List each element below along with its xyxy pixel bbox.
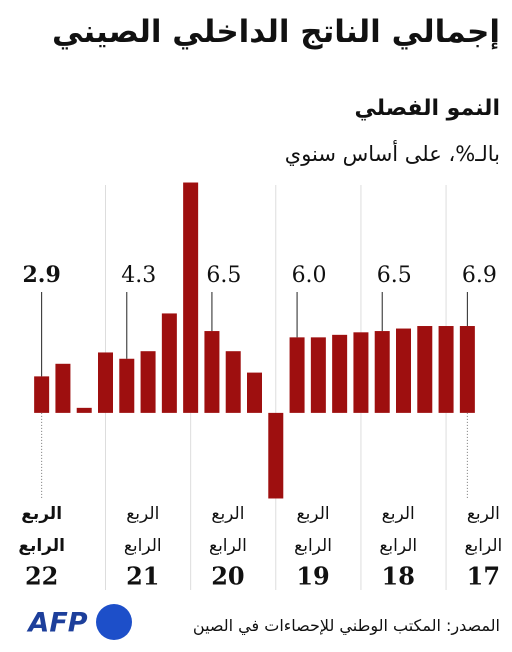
value-label: 6.5 <box>377 263 412 288</box>
x-tick-label: 20 <box>211 562 244 591</box>
value-label: 6.0 <box>292 263 327 288</box>
bar <box>374 331 390 413</box>
logo-circle <box>96 604 132 640</box>
bar <box>417 326 433 413</box>
value-label: 6.5 <box>206 263 241 288</box>
bar <box>459 326 475 413</box>
bar <box>204 331 220 413</box>
quarter-label: الربع <box>211 504 244 524</box>
bar <box>310 337 326 413</box>
x-tick-label: 21 <box>126 562 159 591</box>
quarter-label: الرابع <box>464 536 502 556</box>
bar <box>332 334 348 413</box>
quarter-label: الرابع <box>209 536 247 556</box>
bar <box>225 351 241 413</box>
bar <box>268 412 284 499</box>
bar <box>183 182 199 413</box>
value-label: 2.9 <box>23 262 61 288</box>
bar <box>247 372 262 413</box>
quarter-label: الربع <box>126 504 159 524</box>
bar <box>76 407 92 413</box>
bar <box>55 363 71 413</box>
bar <box>353 332 369 413</box>
value-label: 6.9 <box>462 263 497 288</box>
quarter-label: الربع <box>21 504 62 524</box>
x-tick-label: 22 <box>25 562 58 591</box>
x-tick-label: 19 <box>296 562 329 591</box>
bar <box>438 326 454 413</box>
bar <box>34 376 50 413</box>
quarter-label: الربع <box>382 504 415 524</box>
subtitle: النمو الفصلي <box>354 96 500 121</box>
quarter-label: الرابع <box>294 536 332 556</box>
unit-note: بالـ%، على أساس سنوي <box>284 142 500 166</box>
value-label: 4.3 <box>121 263 156 288</box>
bar <box>140 351 156 413</box>
bar <box>289 337 305 413</box>
quarter-label: الرابع <box>124 536 162 556</box>
x-tick-label: 18 <box>382 562 415 591</box>
bar <box>98 352 113 413</box>
bar <box>396 328 411 413</box>
quarter-label: الربع <box>297 504 330 524</box>
quarter-label: الرابع <box>18 536 65 556</box>
quarter-label: الرابع <box>379 536 417 556</box>
chart-title: إجمالي الناتج الداخلي الصيني <box>52 14 500 50</box>
x-tick-label: 17 <box>467 562 500 591</box>
logo-text: AFP <box>26 608 87 639</box>
bar <box>119 358 135 413</box>
source: المصدر: المكتب الوطني للإحصاءات في الصين <box>192 616 500 635</box>
quarter-label: الربع <box>467 504 500 524</box>
bar <box>161 313 177 413</box>
